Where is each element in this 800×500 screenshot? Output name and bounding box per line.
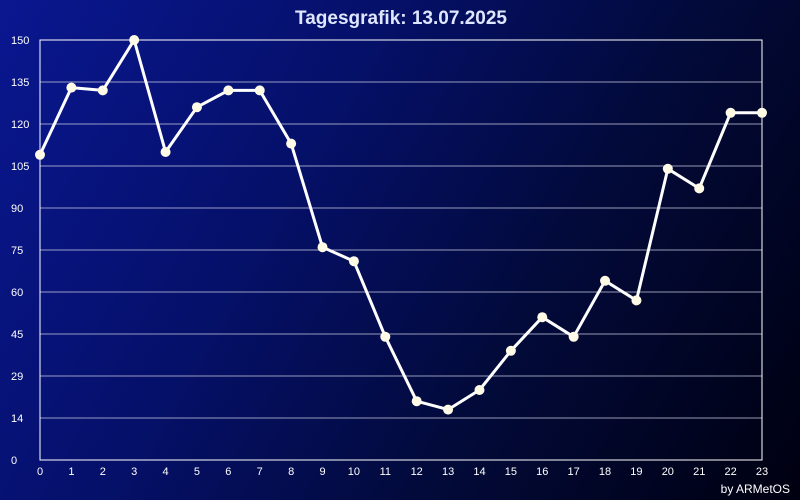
x-tick-label: 3 [131, 466, 137, 478]
data-point [474, 385, 485, 395]
data-point [317, 242, 328, 253]
data-point [254, 85, 265, 96]
x-tick-label: 17 [568, 466, 580, 478]
data-point [97, 85, 108, 96]
x-tick-label: 16 [536, 466, 548, 478]
y-tick-label: 90 [11, 203, 23, 215]
x-axis: 0 1 2 3 4 5 6 7 8 9 10 11 12 13 14 15 16 17 18 19 20 21 22 23 [37, 466, 768, 478]
y-tick-label: 29 [11, 371, 23, 383]
x-tick-label: 11 [380, 466, 391, 478]
data-point [160, 147, 171, 157]
data-point [631, 295, 642, 306]
x-tick-label: 10 [348, 466, 360, 478]
x-tick-label: 22 [724, 466, 736, 478]
x-tick-label: 13 [442, 466, 454, 478]
y-tick-label: 0 [11, 455, 17, 467]
data-point [348, 256, 359, 267]
x-tick-label: 21 [693, 466, 705, 478]
x-tick-label: 18 [599, 466, 611, 478]
x-tick-label: 6 [225, 466, 231, 478]
y-tick-label: 135 [11, 77, 29, 89]
y-tick-label: 45 [11, 329, 23, 341]
y-tick-label: 120 [11, 119, 29, 131]
x-tick-label: 7 [257, 466, 263, 478]
data-point [66, 82, 77, 93]
y-tick-label: 14 [11, 413, 23, 425]
data-point [537, 312, 548, 323]
series-line [38, 38, 764, 412]
grid [40, 81, 762, 419]
y-tick-label: 60 [11, 287, 23, 299]
x-tick-label: 19 [630, 466, 642, 478]
x-tick-label: 23 [756, 466, 768, 478]
data-points [35, 35, 767, 415]
y-axis: 0 14 29 45 60 75 90 105 120 135 150 [11, 35, 29, 467]
x-tick-label: 8 [288, 466, 294, 478]
data-point [568, 331, 579, 342]
data-point [600, 275, 611, 286]
data-point [694, 183, 705, 194]
data-point [223, 85, 234, 96]
x-tick-label: 2 [100, 466, 106, 478]
data-point [286, 138, 297, 149]
y-tick-label: 150 [11, 35, 29, 47]
x-tick-label: 0 [37, 466, 43, 478]
chart-title: Tagesgrafik: 13.07.2025 [295, 8, 507, 29]
data-point [35, 149, 45, 160]
x-tick-label: 1 [68, 466, 74, 478]
x-tick-label: 12 [411, 466, 423, 478]
data-point [662, 163, 673, 174]
x-tick-label: 14 [473, 466, 485, 478]
data-point [380, 331, 391, 342]
x-tick-label: 9 [319, 466, 325, 478]
data-point [411, 396, 422, 407]
data-point [505, 345, 516, 356]
data-point [129, 35, 140, 45]
data-point [725, 107, 736, 118]
data-point [757, 107, 767, 118]
credit-text: by ARMetOS [721, 482, 790, 496]
x-tick-label: 5 [194, 466, 200, 478]
data-point [191, 102, 202, 113]
data-point [443, 404, 454, 415]
y-tick-label: 75 [11, 245, 23, 257]
y-tick-label: 105 [11, 161, 29, 173]
x-tick-label: 20 [662, 466, 674, 478]
x-tick-label: 4 [163, 466, 169, 478]
x-tick-label: 15 [505, 466, 517, 478]
plot-border [39, 39, 763, 461]
